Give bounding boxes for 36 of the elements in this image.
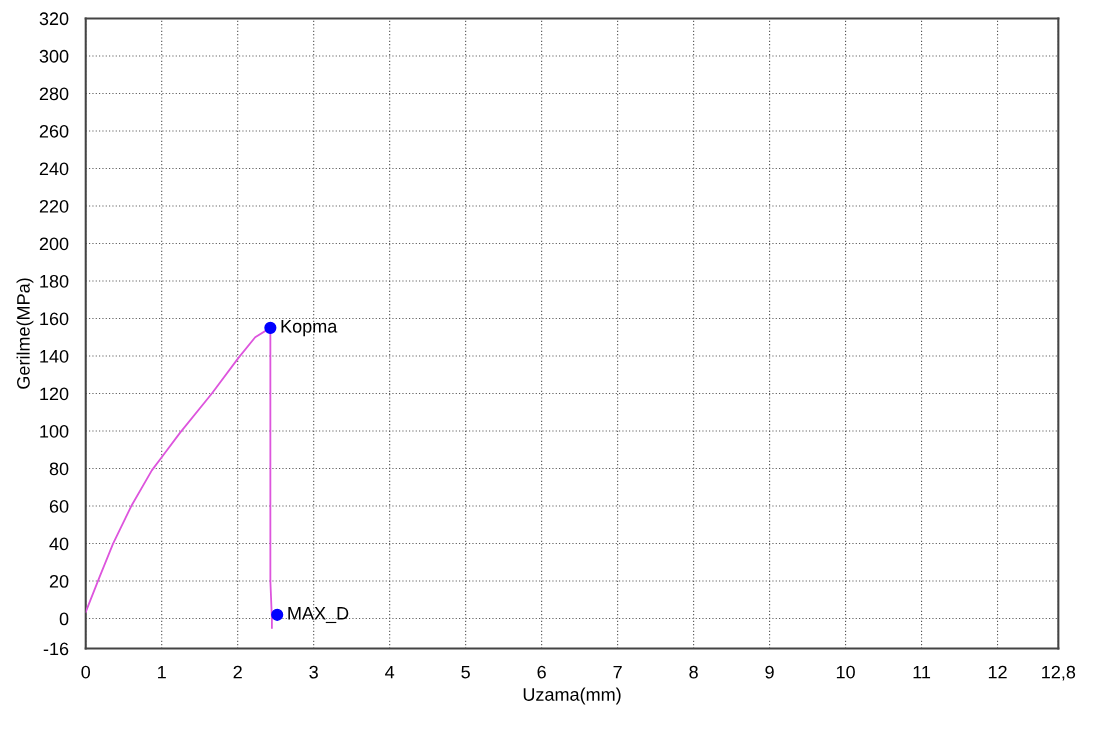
x-tick-label: 7 — [613, 665, 622, 679]
y-tick-label: 100 — [40, 424, 69, 438]
y-tick-label: 80 — [49, 462, 69, 476]
x-axis-title: Uzama(mm) — [523, 687, 621, 705]
y-axis-title: Gerilme(MPa) — [16, 278, 34, 389]
x-tick-label: 12,8 — [1042, 665, 1076, 681]
y-tick-label: 40 — [49, 537, 69, 551]
y-tick-label: 60 — [49, 499, 69, 513]
y-tick-label: 320 — [39, 12, 69, 26]
x-tick-label: 1 — [158, 665, 166, 679]
y-tick-label: 160 — [40, 312, 69, 326]
x-tick-label: 12 — [988, 665, 1007, 679]
annotation: MAX_D — [288, 607, 349, 624]
x-tick-label: 0 — [81, 665, 91, 679]
y-tick-label: 220 — [39, 199, 69, 213]
x-tick-label: 11 — [913, 665, 931, 679]
x-tick-label: 3 — [309, 665, 318, 679]
y-tick-label: -16 — [43, 642, 69, 656]
y-tick-label: 140 — [40, 349, 69, 363]
y-tick-label: 120 — [40, 387, 69, 401]
y-tick-label: 200 — [39, 237, 69, 251]
x-tick-label: 2 — [233, 665, 242, 679]
annotation: Kopma — [281, 320, 338, 337]
y-tick-label: 240 — [39, 162, 69, 176]
x-tick-label: 5 — [461, 665, 470, 679]
y-tick-label: 280 — [39, 87, 69, 101]
y-tick-label: 0 — [59, 612, 69, 626]
x-tick-label: 8 — [689, 665, 698, 679]
y-tick-label: 20 — [49, 574, 69, 588]
x-tick-label: 4 — [385, 665, 395, 679]
x-tick-label: 10 — [836, 665, 855, 679]
y-tick-label: 260 — [39, 124, 69, 138]
x-tick-label: 6 — [537, 665, 546, 679]
y-tick-label: 300 — [39, 49, 69, 63]
x-tick-label: 9 — [765, 665, 774, 679]
y-tick-label: 180 — [40, 274, 69, 288]
